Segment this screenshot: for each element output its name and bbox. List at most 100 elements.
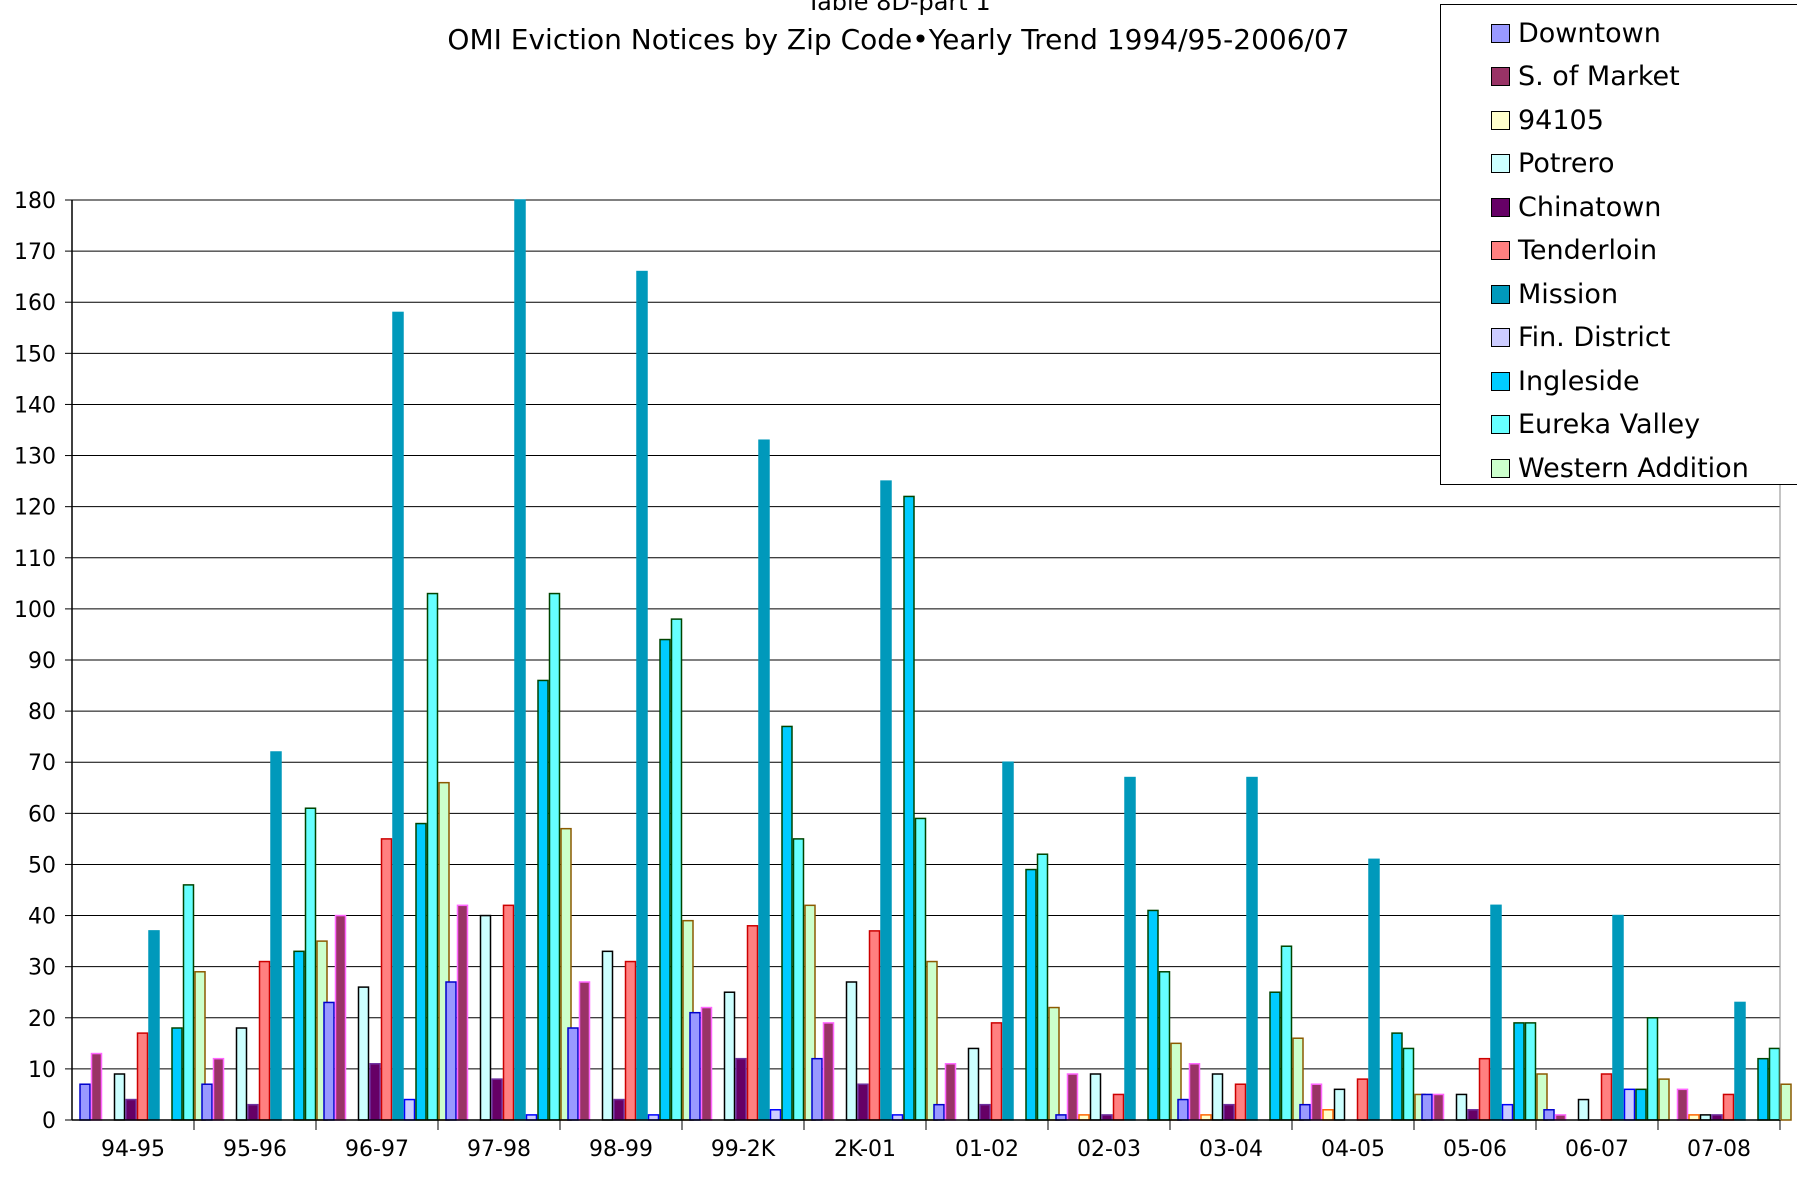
bar-potrero-03-04: [1211, 1073, 1224, 1121]
legend-swatch: [1491, 284, 1510, 304]
bar-downtown-06-07: [1543, 1109, 1555, 1121]
bar-potrero-94-95: [113, 1073, 126, 1121]
bar-downtown-95-96: [201, 1083, 213, 1121]
y-tick-label: 140: [14, 393, 56, 418]
chart-title: Table 8D-part 1: [806, 0, 991, 16]
bar-tenderloin-97-98: [502, 904, 515, 1121]
legend-swatch: [1491, 371, 1510, 391]
bar-s-of-market-2k-01: [822, 1022, 835, 1121]
y-tick-label: 30: [28, 956, 56, 981]
x-tick-label: 04-05: [1321, 1137, 1385, 1162]
legend-label: Mission: [1518, 278, 1619, 310]
bar-mission-97-98: [514, 199, 526, 1121]
x-tick-label: 02-03: [1077, 1137, 1141, 1162]
legend-swatch: [1491, 241, 1510, 260]
y-tick-label: 10: [28, 1058, 56, 1083]
bar-downtown-99-2k: [689, 1011, 701, 1121]
bar-eureka-valley-03-04: [1280, 945, 1293, 1121]
legend-entry: Mission: [1491, 274, 1618, 314]
legend-entry: Fin. District: [1491, 318, 1670, 358]
bar-potrero-04-05: [1333, 1088, 1346, 1121]
bar-chinatown-2k-01: [857, 1083, 869, 1121]
legend-entry: Tenderloin: [1491, 231, 1657, 271]
x-tick-label: 2K-01: [834, 1137, 896, 1162]
y-tick-label: 150: [14, 342, 56, 367]
bar-eureka-valley-94-95: [182, 884, 195, 1121]
bar-downtown-94-95: [79, 1083, 91, 1121]
legend-label: Chinatown: [1518, 191, 1662, 223]
x-tick-label: 05-06: [1443, 1137, 1507, 1162]
bar-ingleside-98-99: [659, 638, 671, 1121]
bar-tenderloin-04-05: [1356, 1078, 1369, 1121]
bar-tenderloin-06-07: [1600, 1073, 1613, 1121]
bar-tenderloin-98-99: [624, 960, 637, 1121]
y-tick-label: 50: [28, 853, 56, 878]
legend-swatch: [1491, 328, 1510, 347]
bar-tenderloin-99-2k: [746, 925, 759, 1121]
bar-tenderloin-07-08: [1722, 1093, 1735, 1121]
x-tick-label: 01-02: [955, 1137, 1019, 1162]
bar-downtown-03-04: [1177, 1098, 1189, 1121]
bar-s-of-market-02-03: [1066, 1073, 1079, 1121]
legend-label: Tenderloin: [1518, 235, 1658, 266]
bar-ingleside-06-07: [1635, 1088, 1647, 1121]
bar-eureka-valley-97-98: [548, 592, 561, 1121]
bar-downtown-04-05: [1299, 1103, 1311, 1121]
legend-entry: Western Addition: [1491, 448, 1749, 488]
x-tick-label: 06-07: [1565, 1137, 1629, 1162]
bar-s-of-market-04-05: [1310, 1083, 1323, 1121]
x-tick-label: 99-2K: [711, 1137, 776, 1162]
legend-entry: Ingleside: [1491, 361, 1640, 401]
legend-label: Ingleside: [1518, 365, 1640, 397]
y-tick-label: 0: [42, 1109, 56, 1134]
bar-eureka-valley-95-96: [304, 807, 317, 1121]
legend-entry: Potrero: [1491, 144, 1615, 184]
bar-tenderloin-94-95: [136, 1032, 149, 1121]
bar-s-of-market-99-2k: [700, 1006, 713, 1121]
bar-eureka-valley-05-06: [1524, 1022, 1537, 1121]
bar-western-addition-01-02: [1048, 1006, 1060, 1121]
legend-label: 94105: [1518, 104, 1604, 136]
bar-s-of-market-01-02: [944, 1063, 957, 1121]
bar-chinatown-94-95: [125, 1098, 137, 1121]
legend-entry: S. of Market: [1491, 57, 1680, 97]
bar-chinatown-02-03: [1101, 1114, 1113, 1121]
x-tick-label: 97-98: [467, 1137, 531, 1162]
bar-mission-02-03: [1124, 776, 1136, 1121]
bar-mission-98-99: [636, 270, 648, 1121]
bar-mission-99-2k: [758, 439, 770, 1121]
bar-mission-07-08: [1734, 1001, 1746, 1121]
legend-swatch: [1491, 197, 1510, 217]
bar-fin-district-05-06: [1501, 1103, 1514, 1121]
bar-tenderloin-05-06: [1478, 1057, 1491, 1121]
legend-label: Eureka Valley: [1518, 409, 1701, 440]
y-tick-label: 110: [14, 547, 56, 572]
bar-fin-district-97-98: [525, 1114, 538, 1121]
x-tick-label: 07-08: [1687, 1137, 1751, 1162]
bar-potrero-06-07: [1577, 1098, 1590, 1121]
y-tick-label: 100: [14, 598, 56, 623]
bar-ingleside-05-06: [1513, 1022, 1525, 1121]
bar-s-of-market-94-95: [90, 1052, 103, 1121]
bar-fin-district-99-2k: [769, 1109, 782, 1121]
bar-chinatown-05-06: [1467, 1109, 1479, 1121]
x-tick-label: 98-99: [589, 1137, 653, 1162]
bar-tenderloin-96-97: [380, 838, 393, 1121]
y-tick-label: 160: [14, 291, 56, 316]
bar-downtown-01-02: [933, 1103, 945, 1121]
legend-swatch: [1491, 415, 1510, 434]
bar-tenderloin-2k-01: [868, 930, 881, 1121]
bar-potrero-05-06: [1455, 1093, 1468, 1121]
bar-ingleside-04-05: [1391, 1032, 1403, 1121]
bar-fin-district-2k-01: [891, 1114, 904, 1121]
bar-mission-03-04: [1246, 776, 1258, 1121]
bar-tenderloin-02-03: [1112, 1093, 1125, 1121]
bar-mission-05-06: [1490, 904, 1502, 1121]
bar-chinatown-01-02: [979, 1103, 991, 1121]
bar-tenderloin-01-02: [990, 1022, 1003, 1121]
bar-eureka-valley-01-02: [1036, 853, 1049, 1121]
bar-94105-04-05: [1322, 1109, 1334, 1121]
bar-potrero-98-99: [601, 950, 614, 1121]
bar-ingleside-03-04: [1269, 991, 1281, 1121]
bar-eureka-valley-98-99: [670, 618, 683, 1121]
